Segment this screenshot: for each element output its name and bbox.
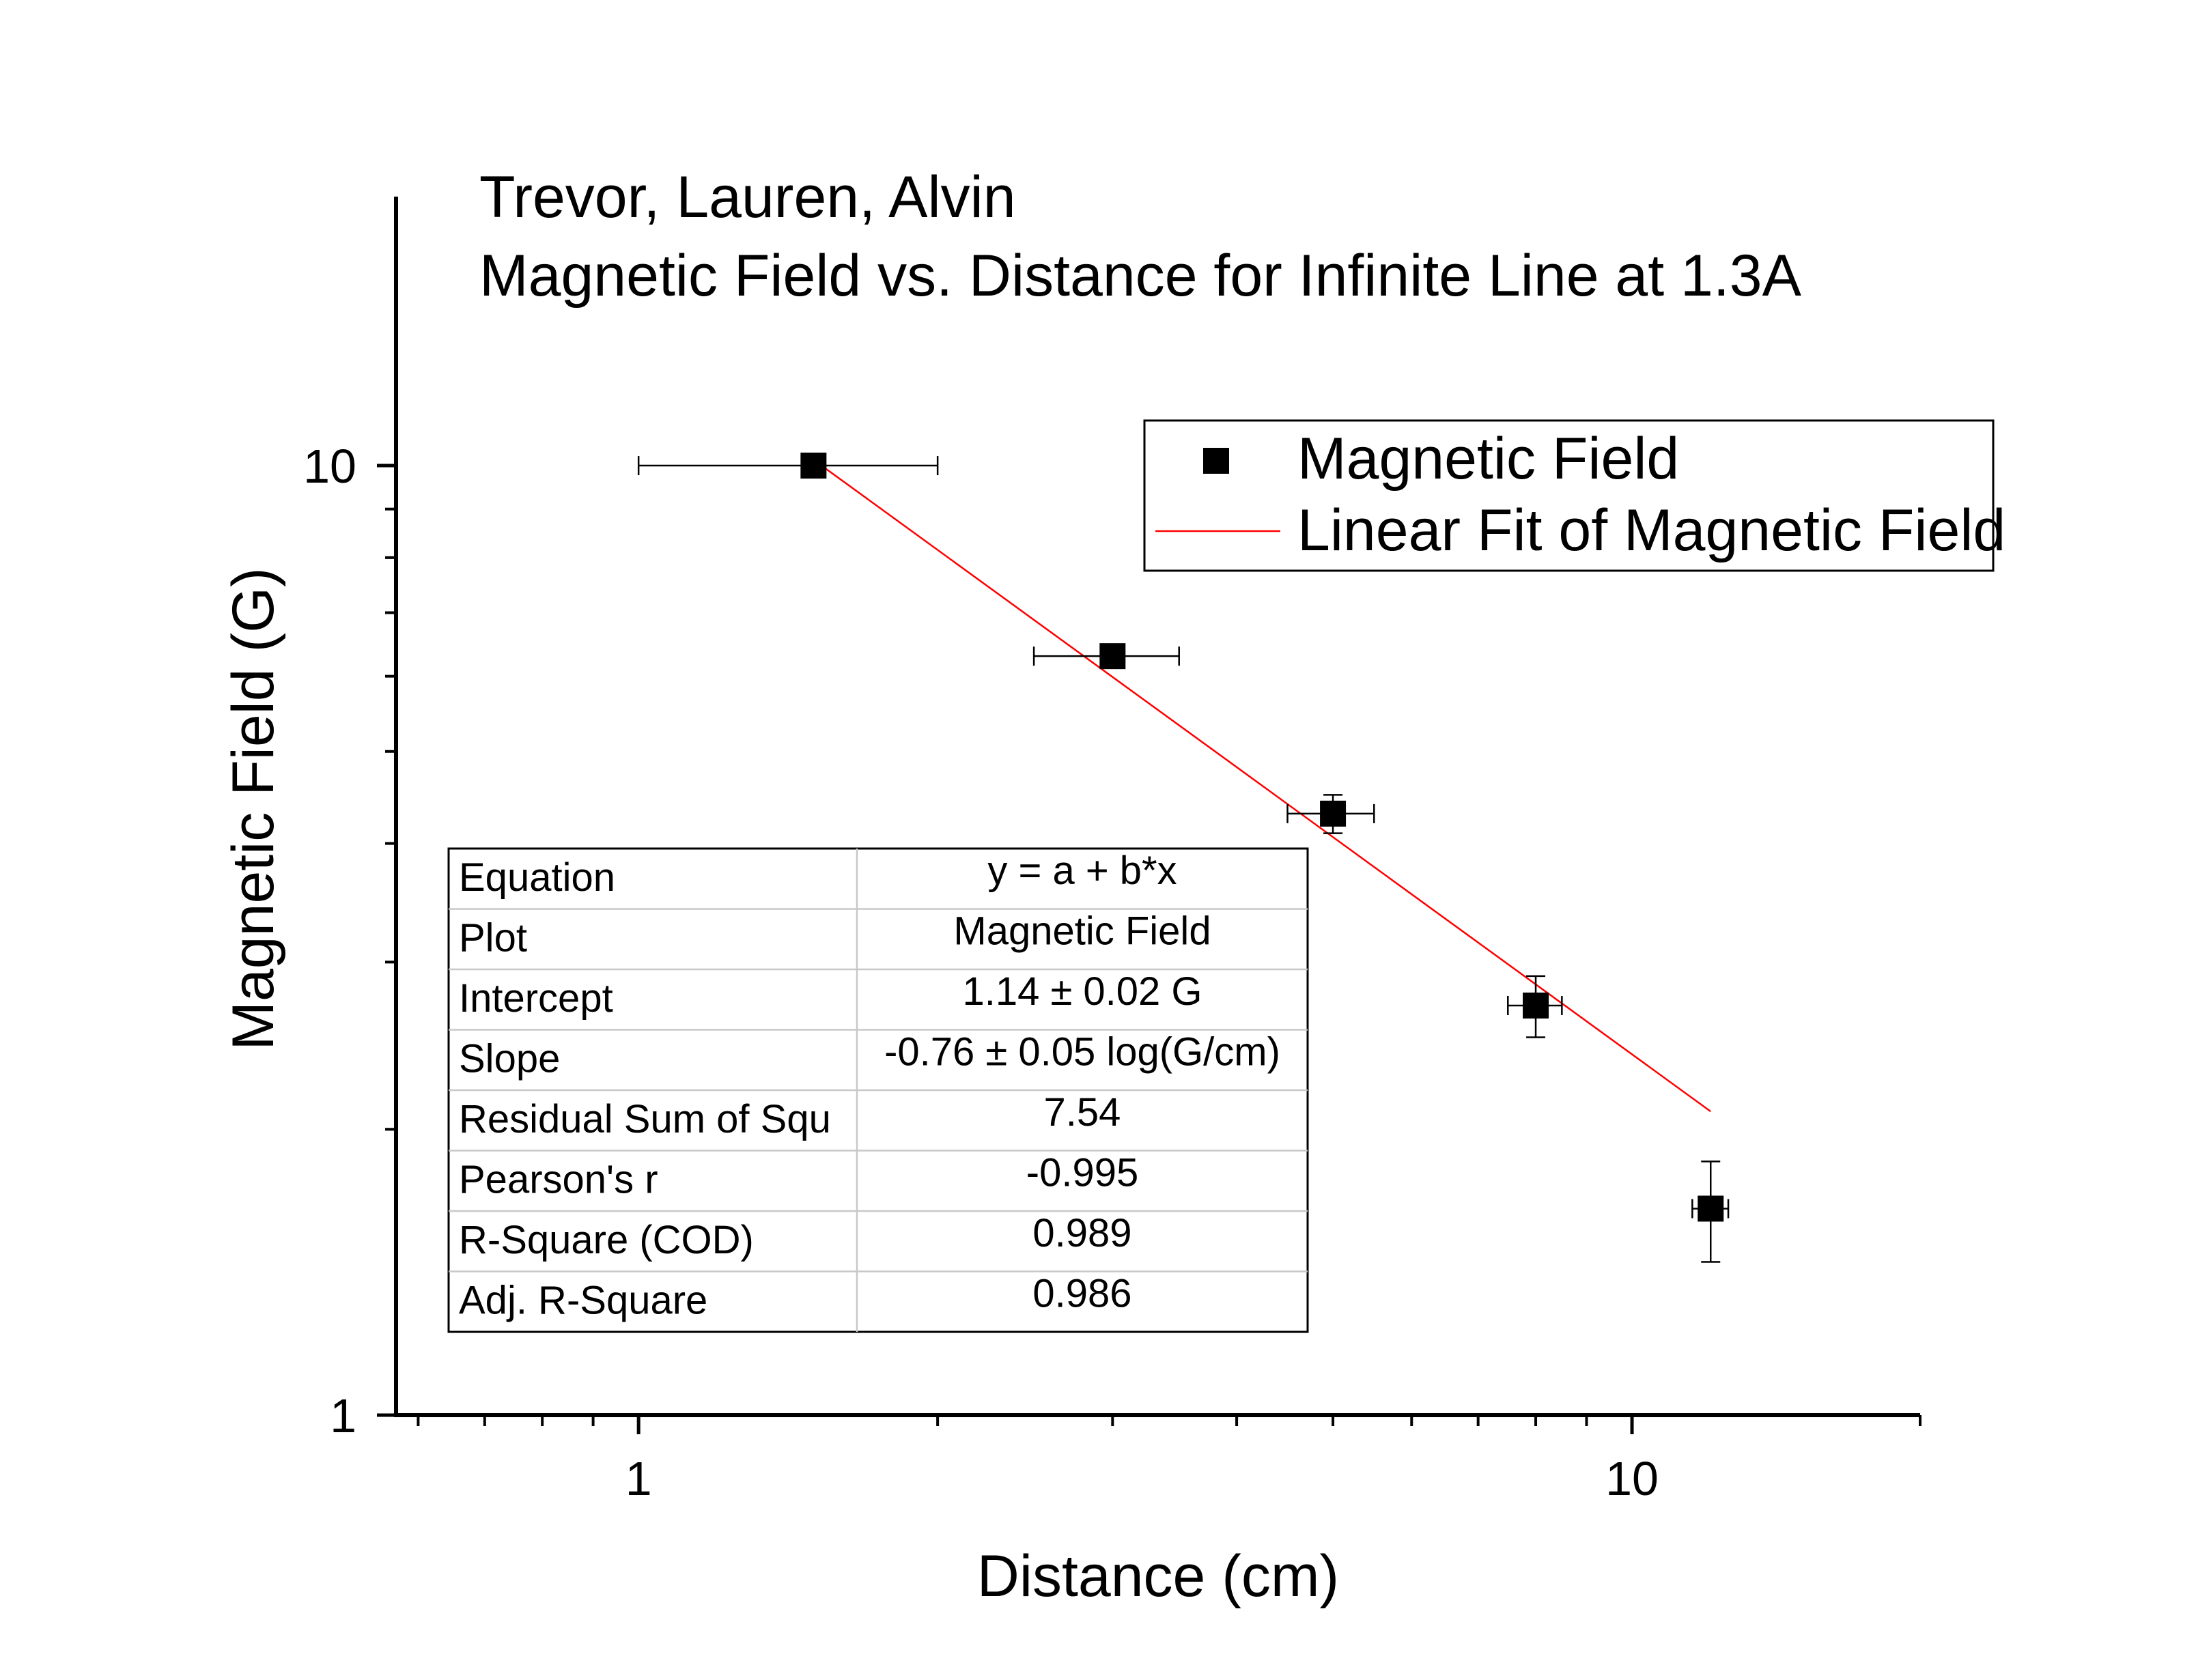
x-tick-label: 1 (625, 1452, 652, 1505)
x-tick-label: 10 (1605, 1452, 1659, 1505)
data-marker-square (1698, 1195, 1724, 1222)
table-row-label: Intercept (459, 976, 613, 1021)
fit-results-table: Equation y = a + b*x Plot Magnetic Field Int… (447, 847, 1309, 1333)
table-row-value: Magnetic Field (953, 909, 1211, 954)
data-marker-square (1523, 992, 1549, 1019)
y-axis-label: Magnetic Field (G) (221, 567, 286, 1050)
chart-title-line-2: Magnetic Field vs. Distance for Infinite… (479, 243, 1802, 309)
table-row-value: -0.995 (1026, 1151, 1138, 1195)
data-point (637, 453, 939, 479)
table-row-label: Equation (459, 855, 615, 900)
table-row-label: Residual Sum of Squ (459, 1097, 831, 1141)
axes: 1 10 1 10 (303, 197, 1922, 1505)
table-row-value: 1.14 ± 0.02 G (962, 969, 1202, 1014)
legend-box (1143, 419, 1995, 572)
table-row-label: Plot (459, 916, 527, 960)
legend-marker-square (1203, 448, 1229, 474)
legend-label: Magnetic Field (1297, 426, 1679, 492)
data-point (1032, 643, 1180, 670)
y-tick-label: 10 (303, 440, 356, 493)
table-row-value: 0.989 (1032, 1211, 1131, 1255)
data-marker-square (800, 453, 827, 479)
table-row-label: Slope (459, 1037, 560, 1081)
data-marker-square (1099, 643, 1126, 670)
data-marker-square (1320, 800, 1347, 827)
legend-label: Linear Fit of Magnetic Field (1297, 498, 2005, 563)
table-row-label: R-Square (COD) (459, 1218, 754, 1262)
x-axis-label: Distance (cm) (977, 1543, 1339, 1609)
data-point (1286, 794, 1375, 834)
data-point (1691, 1161, 1730, 1263)
table-row-value: 7.54 (1044, 1090, 1121, 1135)
table-row-value: -0.76 ± 0.05 log(G/cm) (884, 1030, 1280, 1074)
table-row-value: y = a + b*x (987, 849, 1177, 893)
data-point (1507, 975, 1563, 1038)
table-row-label: Pearson's r (459, 1158, 658, 1202)
plot-area (637, 453, 1730, 1263)
table-row-value: 0.986 (1032, 1272, 1131, 1316)
table-row-label: Adj. R-Square (459, 1279, 707, 1323)
chart-title-line-1: Trevor, Lauren, Alvin (479, 165, 1016, 230)
y-tick-label: 1 (330, 1389, 356, 1442)
